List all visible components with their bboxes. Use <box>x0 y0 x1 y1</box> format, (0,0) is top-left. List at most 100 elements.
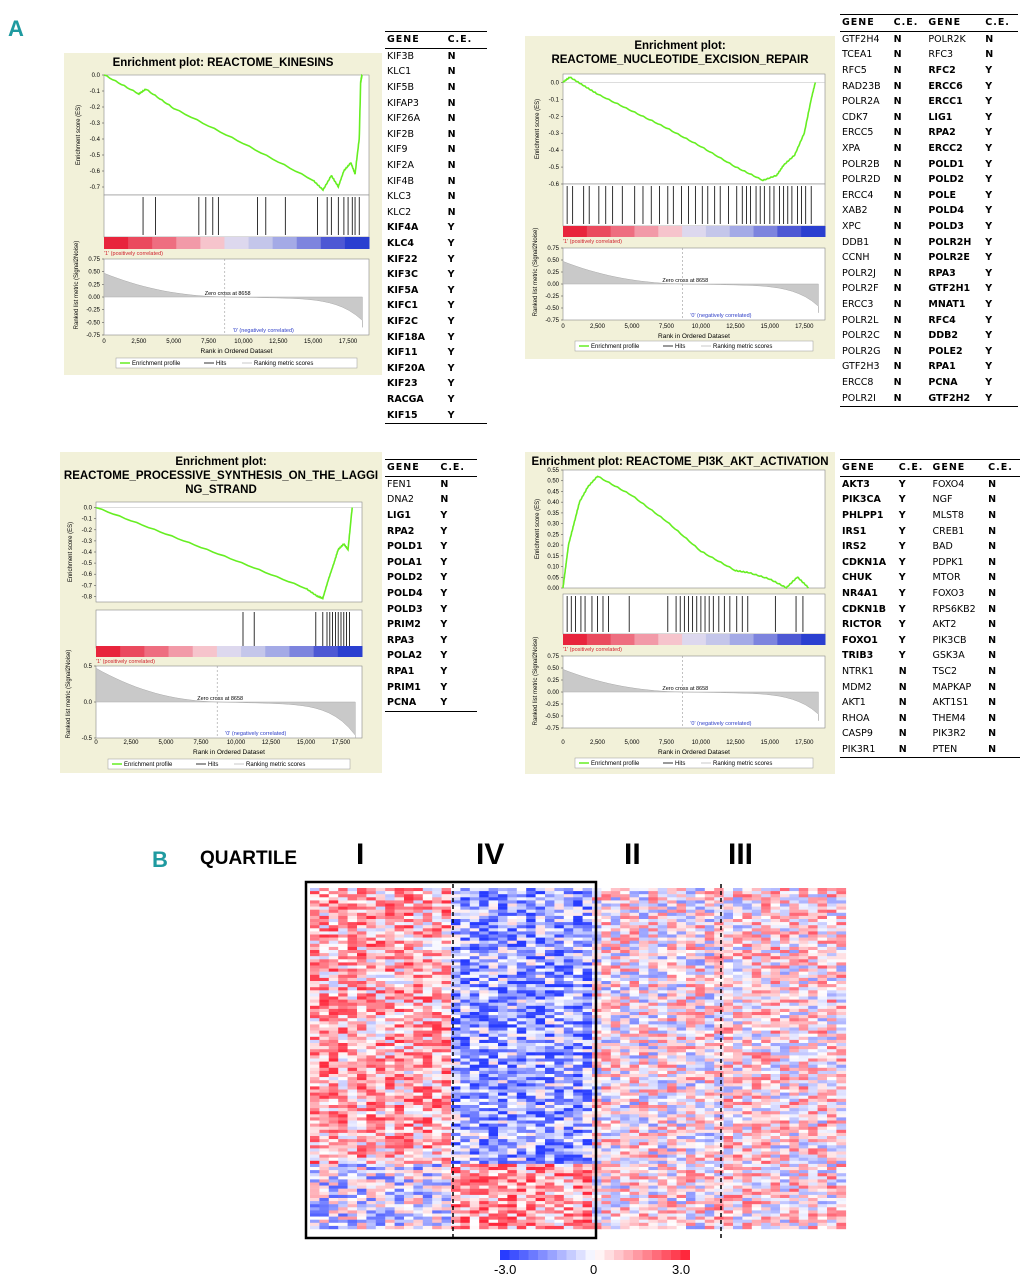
heatmap-cell <box>469 1179 480 1183</box>
heatmap-cell <box>385 1207 395 1211</box>
heatmap-cell <box>469 903 480 907</box>
heatmap-cell <box>573 1070 583 1075</box>
heatmap-cell <box>620 1123 630 1127</box>
heatmap-cell <box>404 1052 414 1056</box>
gene-table-header-cell: C.E. <box>898 462 924 474</box>
heatmap-cell <box>469 1061 480 1065</box>
heatmap-cell <box>460 1111 471 1115</box>
gene-table-row: KIFC1 Y <box>385 298 487 314</box>
heatmap-cell <box>357 981 367 985</box>
heatmap-cell <box>526 1070 536 1075</box>
heatmap-cell <box>451 1114 461 1118</box>
heatmap-cell <box>451 1039 461 1044</box>
heatmap-cell <box>657 1194 668 1199</box>
ce-cell: N <box>893 298 902 310</box>
heatmap-cell <box>629 1136 640 1140</box>
heatmap-cell <box>479 906 489 910</box>
gene-table-row: XAB2 N POLD4 Y <box>840 203 1018 219</box>
legend-ranking-label: Ranking metric scores <box>254 361 313 367</box>
heatmap-cell <box>310 965 320 969</box>
heatmap-cell <box>385 1219 395 1223</box>
heatmap-cell <box>488 1111 499 1115</box>
heatmap-cell <box>629 906 640 910</box>
heatmap-cell <box>441 897 452 901</box>
heatmap-cell <box>338 1201 348 1205</box>
ce-cell: N <box>898 697 907 709</box>
ce-cell: N <box>447 144 456 156</box>
heatmap-cell <box>469 1154 480 1158</box>
heatmap-cell <box>554 1170 565 1174</box>
heatmap-cell <box>385 1105 395 1109</box>
heatmap-cell <box>667 1111 677 1115</box>
heatmap-cell <box>460 1151 471 1155</box>
heatmap-cell <box>432 1176 442 1180</box>
heatmap-cell <box>498 1129 508 1134</box>
heatmap-cell <box>507 996 518 1000</box>
metric-tick-label: -0.50 <box>86 320 100 326</box>
heatmap-cell <box>319 1219 330 1223</box>
heatmap-cell <box>357 999 367 1003</box>
gene-table-row: PCNA Y <box>385 695 477 711</box>
heatmap-cell <box>422 940 433 944</box>
heatmap-cell <box>319 1182 330 1186</box>
heatmap-cell <box>610 1126 621 1130</box>
heatmap-cell <box>582 1163 593 1168</box>
heatmap-cell <box>639 981 649 985</box>
heatmap-cell <box>620 919 630 923</box>
metric-tick-label: 0.50 <box>88 270 100 276</box>
heatmap-cell <box>338 1154 348 1158</box>
heatmap-cell <box>516 1207 527 1211</box>
heatmap-cell <box>639 950 649 954</box>
heatmap-cell <box>375 1207 386 1211</box>
gene-table-row: FEN1 N <box>385 476 477 492</box>
metric-axis-label: Ranked list metric (Signal2Noise) <box>533 637 539 726</box>
ce-cell: N <box>898 681 907 693</box>
heatmap-cell <box>338 953 348 957</box>
heatmap-cell <box>629 937 640 941</box>
heatmap-cell <box>441 1219 452 1223</box>
heatmap-cell <box>479 922 489 926</box>
gene-cell: NGF <box>932 494 953 506</box>
heatmap-cell <box>310 999 320 1003</box>
es-tick-label: -0.6 <box>82 572 93 578</box>
heatmap-cell <box>394 1046 405 1050</box>
heatmap-cell <box>488 1005 499 1010</box>
heatmap-cell <box>498 1194 508 1199</box>
heatmap-cell <box>667 1114 677 1118</box>
heatmap-cell <box>516 1108 527 1112</box>
metric-tick-label: -0.5 <box>82 736 93 742</box>
heatmap-cell <box>375 1201 386 1205</box>
gene-cell: RPA3 <box>928 267 956 279</box>
heatmap-cell <box>357 1148 367 1152</box>
es-tick-label: -0.1 <box>82 517 93 523</box>
heatmap-cell <box>629 1027 640 1031</box>
heatmap-cell <box>639 931 649 935</box>
heatmap-cell <box>554 1067 565 1072</box>
heatmap-cell <box>432 1039 442 1044</box>
heatmap-cell <box>347 1191 358 1196</box>
heatmap-cell <box>488 962 499 966</box>
heatmap-cell <box>460 1018 471 1022</box>
heatmap-cell <box>545 1105 555 1109</box>
heatmap-cell <box>563 987 574 991</box>
heatmap-cell <box>375 968 386 972</box>
heatmap-cell <box>554 1105 565 1109</box>
heatmap-cell <box>639 1049 649 1053</box>
heatmap-cell <box>526 946 536 951</box>
heatmap-cell <box>479 1098 489 1103</box>
gene-cell: KIF9 <box>387 144 408 156</box>
heatmap-cell <box>441 928 452 932</box>
heatmap-cell <box>639 962 649 966</box>
heatmap-cell <box>338 909 348 913</box>
heatmap-cell <box>498 922 508 926</box>
heatmap-cell <box>657 1204 668 1208</box>
heatmap-cell <box>601 1083 612 1087</box>
heatmap-cell <box>648 1070 659 1075</box>
heatmap-cell <box>366 1067 377 1072</box>
heatmap-cell <box>366 977 377 982</box>
heatmap-cell <box>441 900 452 904</box>
heatmap-cell <box>366 1070 377 1075</box>
heatmap-cell <box>441 909 452 913</box>
heatmap-cell <box>413 937 424 941</box>
gene-cell: XAB2 <box>842 205 868 217</box>
